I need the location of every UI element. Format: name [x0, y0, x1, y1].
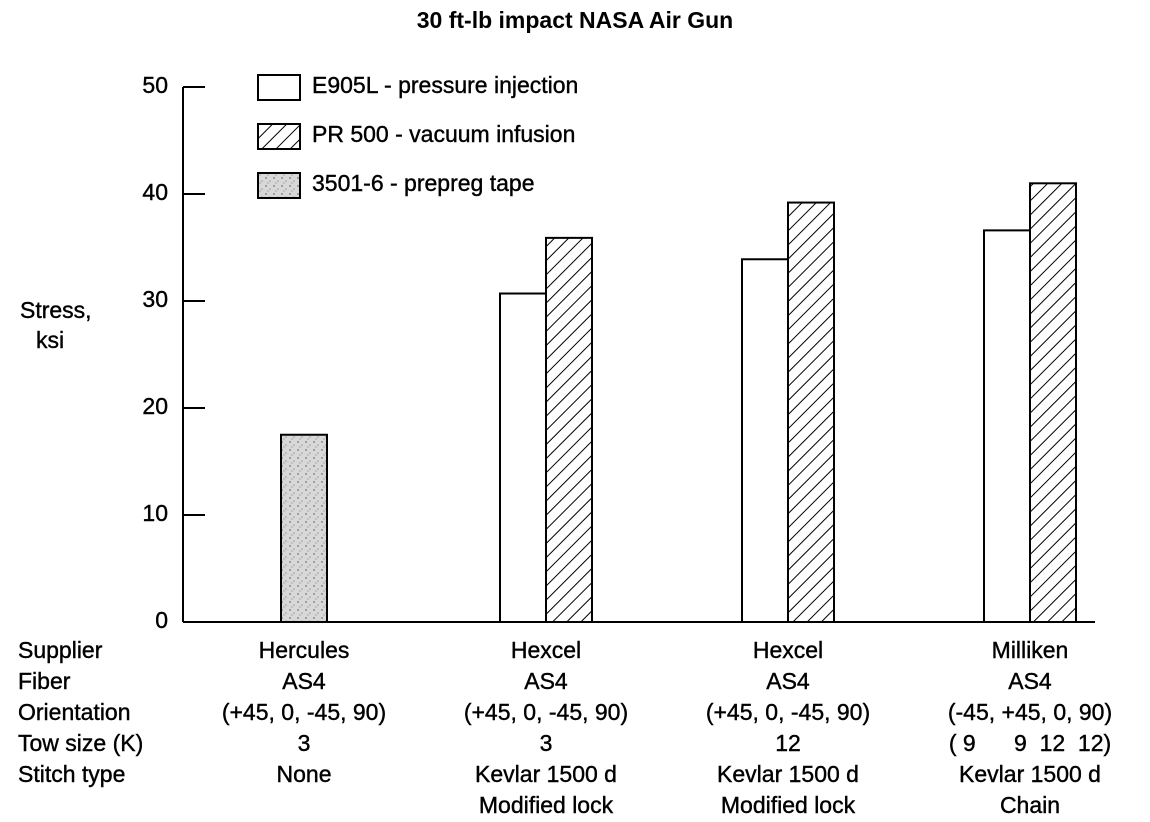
row-label: Tow size (K): [18, 730, 143, 756]
x-tick-label: (+45, 0, -45, 90): [706, 699, 870, 725]
bar: [1029, 182, 1077, 624]
x-tick-label: (+45, 0, -45, 90): [464, 699, 628, 725]
x-tick-label: Hercules: [259, 637, 350, 663]
y-axis-label: Stress,: [20, 297, 92, 323]
bar: [499, 292, 547, 623]
x-tick-label: None: [277, 761, 332, 787]
chart-title: 30 ft-lb impact NASA Air Gun: [417, 7, 734, 33]
x-tick-label: Hexcel: [511, 637, 581, 663]
y-tick-label: 0: [155, 607, 168, 633]
x-tick-label: Milliken: [992, 637, 1069, 663]
y-tick-label: 30: [142, 286, 168, 312]
row-label: Stitch type: [18, 761, 125, 787]
bar: [741, 258, 789, 623]
row-label: Supplier: [18, 637, 103, 663]
legend-label: PR 500 - vacuum infusion: [312, 121, 575, 147]
x-tick-label: Hexcel: [753, 637, 823, 663]
x-tick-label: AS4: [282, 668, 326, 694]
legend-label: E905L - pressure injection: [312, 72, 578, 98]
bar: [280, 433, 328, 623]
x-tick-label: (-45, +45, 0, 90): [948, 699, 1112, 725]
x-tick-label: 3: [540, 730, 553, 756]
x-tick-label: ( 9 9 12 12): [949, 730, 1111, 756]
y-tick-label: 50: [142, 72, 168, 98]
x-tick-label: AS4: [1008, 668, 1052, 694]
x-tick-label: AS4: [524, 668, 568, 694]
y-tick-label: 40: [142, 179, 168, 205]
x-tick-label: (+45, 0, -45, 90): [222, 699, 386, 725]
legend-swatch: [257, 123, 301, 150]
bar: [983, 229, 1031, 623]
row-label: Fiber: [18, 668, 71, 694]
x-tick-label: AS4: [766, 668, 810, 694]
y-tick-label: 20: [142, 393, 168, 419]
x-tick-label: Chain: [1000, 792, 1060, 818]
x-tick-label: Kevlar 1500 d: [717, 761, 859, 787]
bar: [545, 236, 593, 623]
x-tick-label: Modified lock: [479, 792, 614, 818]
bar: [787, 201, 835, 623]
x-tick-label: Kevlar 1500 d: [959, 761, 1101, 787]
row-label: Orientation: [18, 699, 131, 725]
legend-swatch: [257, 74, 301, 101]
y-axis-label: ksi: [36, 327, 64, 353]
x-tick-label: 3: [298, 730, 311, 756]
y-tick-label: 10: [142, 500, 168, 526]
x-tick-label: 12: [775, 730, 801, 756]
legend-label: 3501-6 - prepreg tape: [312, 170, 535, 196]
x-tick-label: Kevlar 1500 d: [475, 761, 617, 787]
x-tick-label: Modified lock: [721, 792, 856, 818]
legend-swatch: [257, 172, 301, 199]
